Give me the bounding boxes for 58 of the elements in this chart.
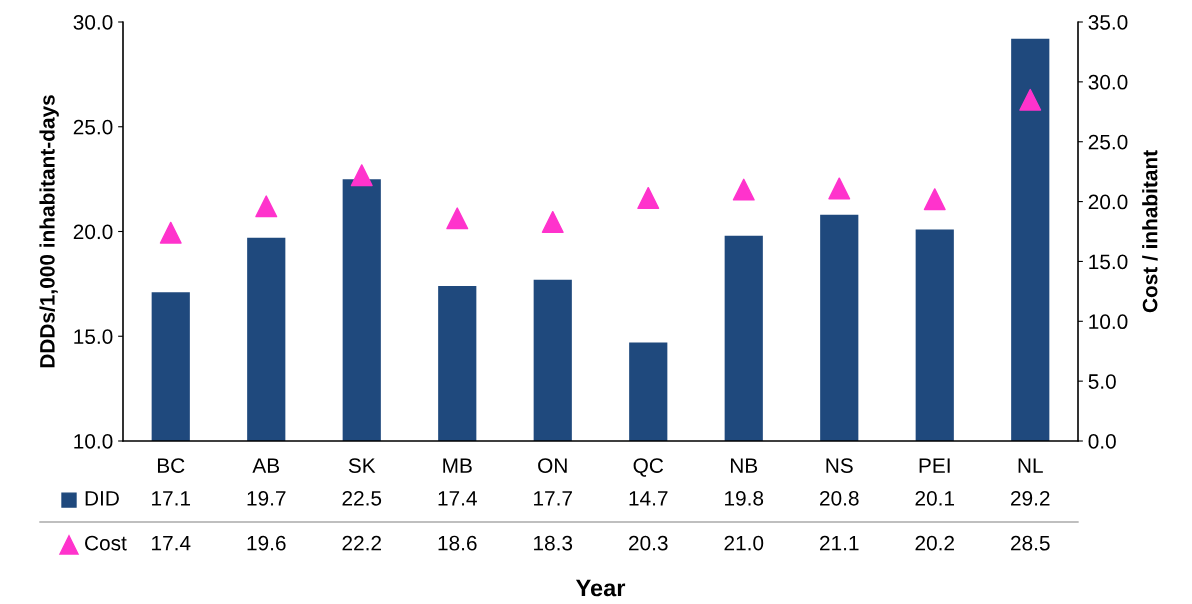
x-tick-label: NS — [826, 458, 853, 473]
y2-tick-label: 10.0 — [1089, 314, 1128, 330]
data-label: 22.5 — [342, 490, 382, 506]
y2-tick-label: 5.0 — [1088, 374, 1116, 389]
point — [350, 164, 373, 187]
x-tick-label: NB — [730, 458, 758, 473]
data-label: 19.8 — [725, 490, 764, 506]
data-label: 20.1 — [915, 490, 955, 506]
point — [541, 210, 564, 233]
data-label: 21.1 — [820, 535, 859, 551]
data-label: 29.2 — [1011, 490, 1050, 506]
x-tick-label: SK — [348, 458, 376, 473]
data-label: 19.7 — [247, 490, 286, 506]
y2-tick-label: 35.0 — [1088, 15, 1128, 30]
y2-tick-label: 15.0 — [1089, 254, 1128, 270]
point — [732, 178, 755, 201]
y2-tick-label: 30.0 — [1088, 74, 1128, 90]
data-label: 22.2 — [342, 535, 381, 551]
y-tick-label: 10.0 — [74, 434, 113, 449]
data-label: 19.6 — [247, 535, 286, 551]
data-label: 17.1 — [152, 491, 191, 506]
y-tick-label: 15.0 — [74, 329, 113, 344]
data-label: 18.6 — [438, 535, 477, 551]
data-label: 14.7 — [629, 491, 668, 506]
legend-label: Cost — [85, 535, 127, 551]
data-label: 20.2 — [915, 535, 954, 551]
y2-axis-title: Cost / inhabitant — [1142, 150, 1158, 313]
y2-tick-label: 20.0 — [1088, 194, 1128, 210]
point — [1019, 88, 1042, 111]
y-tick-label: 25.0 — [73, 119, 113, 135]
point — [637, 186, 660, 209]
data-label: 17.4 — [438, 491, 477, 506]
point — [828, 177, 851, 200]
data-label: 17.4 — [152, 535, 191, 551]
y2-tick-label: 25.0 — [1088, 134, 1128, 150]
y-axis-title: DDDs/1,000 inhabitant-days — [39, 95, 59, 368]
y-tick-label: 20.0 — [73, 224, 113, 240]
point — [446, 207, 469, 230]
data-label: 20.3 — [629, 535, 668, 551]
point — [923, 188, 946, 211]
x-tick-label: NL — [1018, 458, 1043, 473]
x-tick-label: QC — [633, 458, 664, 477]
data-label: 17.7 — [534, 491, 572, 506]
point — [159, 221, 182, 244]
x-axis-title: Year — [575, 579, 626, 597]
x-tick-label: BC — [157, 458, 185, 473]
data-label: 28.5 — [1011, 535, 1050, 551]
x-tick-label: ON — [538, 458, 567, 473]
point — [255, 195, 278, 218]
data-label: 21.0 — [724, 535, 764, 551]
legend-label: DID — [85, 491, 119, 506]
y2-tick-label: 0.0 — [1088, 434, 1116, 449]
y-tick-label: 30.0 — [73, 15, 113, 30]
x-tick-label: AB — [252, 458, 280, 473]
data-label: 20.8 — [820, 490, 859, 506]
x-tick-label: MB — [443, 458, 472, 473]
data-label: 18.3 — [534, 535, 573, 551]
x-tick-label: PEI — [919, 458, 950, 473]
